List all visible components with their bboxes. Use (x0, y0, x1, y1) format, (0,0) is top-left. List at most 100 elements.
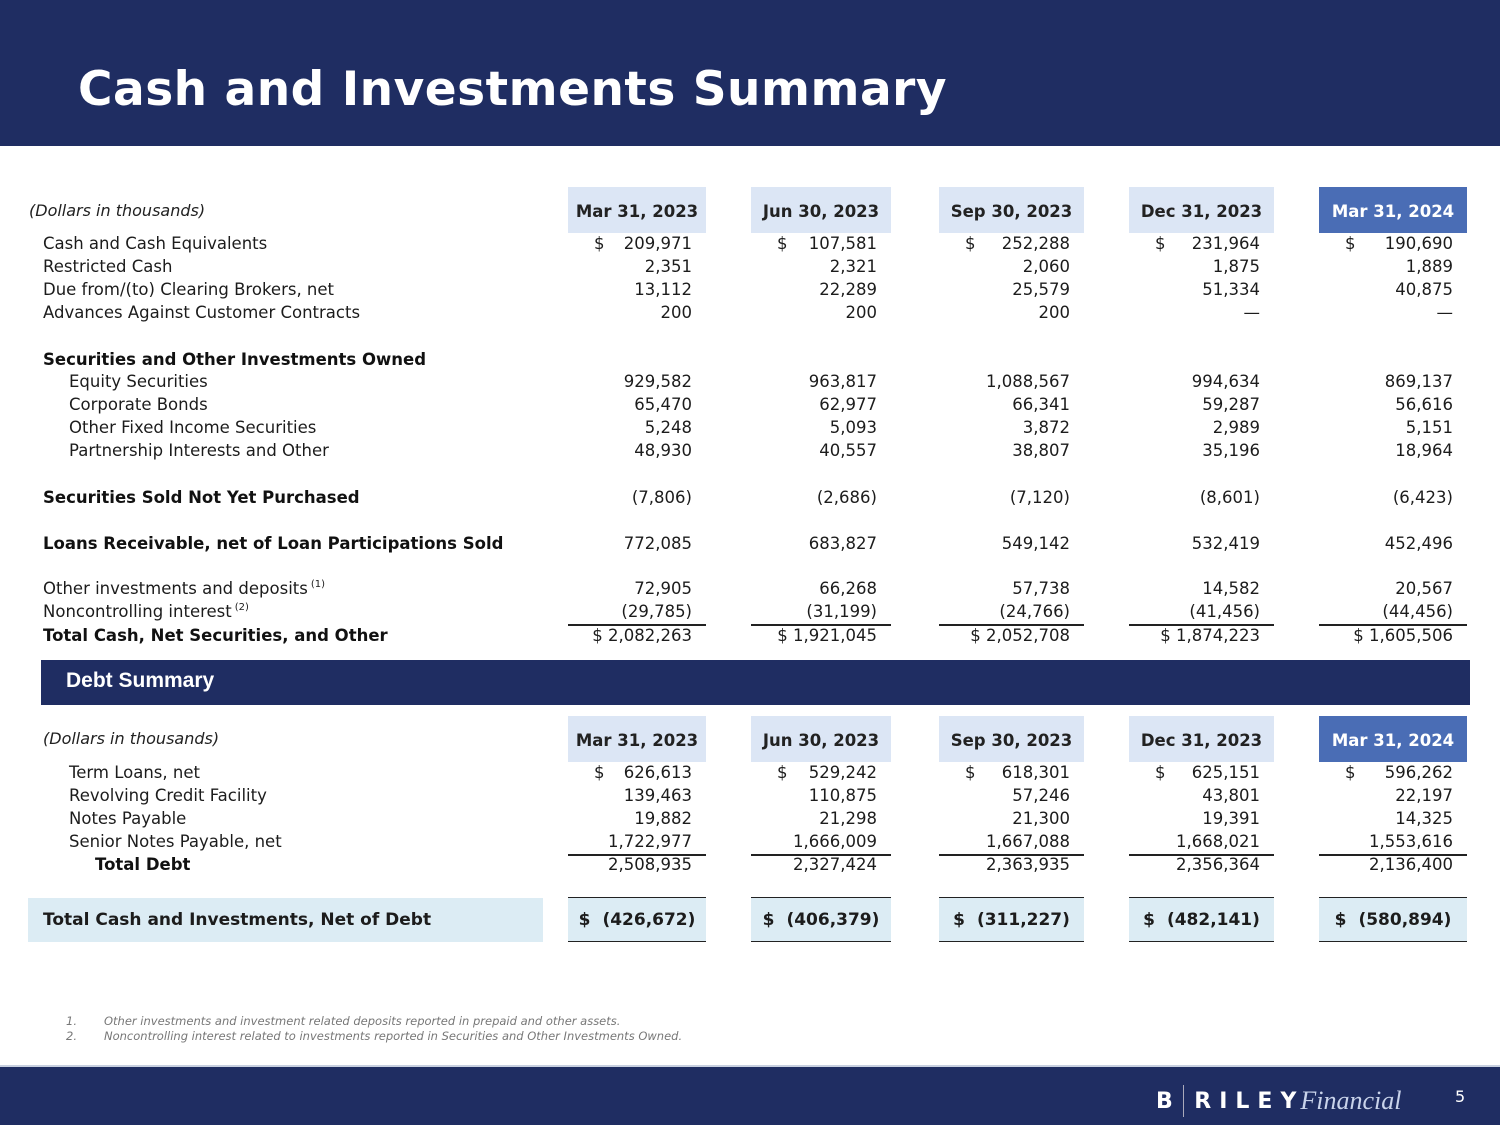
row-label-text: Term Loans, net (69, 763, 200, 782)
table-row: Total Debt 2,508,935 2,327,424 2,363,935 2,3… (0, 855, 1500, 878)
value-cell: 5,093 (829, 418, 877, 437)
currency-symbol: $ (953, 909, 965, 930)
currency-symbol: $ (965, 234, 976, 253)
row-label-text: Loans Receivable, net of Loan Participat… (43, 534, 504, 553)
column-header: Mar 31, 2024 (1319, 187, 1467, 233)
value-cell: 38,807 (1012, 441, 1070, 460)
net-total-value: (482,141) (1166, 909, 1260, 930)
row-label-text: Other investments and deposits (43, 579, 308, 598)
underline (939, 854, 1084, 856)
currency-symbol: $ (1345, 234, 1356, 253)
value-cell: 20,567 (1395, 579, 1453, 598)
currency-symbol: $ (1334, 909, 1347, 930)
row-label: Due from/(to) Clearing Brokers, net (43, 280, 334, 299)
currency-symbol: $ (965, 763, 976, 782)
table-row: Cash and Cash Equivalents $209,971 $107,58… (0, 234, 1500, 257)
row-label-text: Cash and Cash Equivalents (43, 234, 268, 253)
value-cell: 18,964 (1395, 441, 1453, 460)
underline (751, 854, 891, 856)
debt-summary-bar: Debt Summary (41, 660, 1470, 705)
value-cell: 869,137 (1384, 372, 1453, 391)
column-header: Sep 30, 2023 (939, 716, 1084, 762)
table-row: Revolving Credit Facility 139,463 110,875 5… (0, 786, 1500, 809)
value-cell: (7,120) (1009, 488, 1070, 507)
value-cell: $ 1,874,223 (1160, 626, 1260, 645)
value-cell: — (1243, 303, 1261, 322)
currency-symbol: $ (762, 909, 775, 930)
logo-divider (1182, 1085, 1185, 1117)
net-total-cell: $ (406,379) (751, 897, 891, 942)
row-label-text: Advances Against Customer Contracts (43, 303, 361, 322)
value-cell: 772,085 (623, 534, 692, 553)
value-cell: 107,581 (808, 234, 877, 253)
row-label-text: Corporate Bonds (69, 395, 208, 414)
value-cell: 2,060 (1022, 257, 1070, 276)
underline (751, 624, 891, 626)
value-cell: 14,325 (1395, 809, 1453, 828)
currency-symbol: $ (1143, 909, 1155, 930)
logo-riley: RILEY (1194, 1088, 1305, 1114)
footnote-ref: (1) (310, 579, 326, 590)
currency-symbol: $ (578, 909, 591, 930)
value-cell: — (1436, 303, 1454, 322)
value-cell: (29,785) (621, 602, 692, 621)
value-cell: 3,872 (1022, 418, 1070, 437)
table-row: Advances Against Customer Contracts 200 20… (0, 303, 1500, 326)
value-cell: 2,327,424 (793, 855, 877, 874)
row-label: Securities Sold Not Yet Purchased (43, 488, 360, 507)
underline (1319, 624, 1467, 626)
value-cell: 549,142 (1001, 534, 1070, 553)
value-cell: 19,391 (1202, 809, 1260, 828)
value-cell: 35,196 (1202, 441, 1260, 460)
row-label-text: Due from/(to) Clearing Brokers, net (43, 280, 335, 299)
column-header: Jun 30, 2023 (751, 716, 891, 762)
value-cell: (8,601) (1199, 488, 1260, 507)
value-cell: 51,334 (1202, 280, 1260, 299)
value-cell: $ 1,921,045 (777, 626, 877, 645)
value-cell: 59,287 (1202, 395, 1260, 414)
debt-unit-note: (Dollars in thousands) (43, 729, 220, 748)
value-cell: (31,199) (806, 602, 877, 621)
row-label: Term Loans, net (69, 763, 200, 782)
value-cell: 2,321 (829, 257, 877, 276)
row-label-text: Revolving Credit Facility (69, 786, 267, 805)
row-label: Other investments and deposits (1) (43, 579, 325, 598)
value-cell: 13,112 (634, 280, 692, 299)
value-cell: 231,964 (1191, 234, 1260, 253)
value-cell: 618,301 (1001, 763, 1070, 782)
footnote-ref: (2) (234, 602, 249, 613)
value-cell: 14,582 (1202, 579, 1260, 598)
value-cell: 1,668,021 (1176, 832, 1260, 851)
row-label-text: Securities and Other Investments Owned (43, 350, 427, 369)
row-label: Advances Against Customer Contracts (43, 303, 360, 322)
value-cell: 56,616 (1395, 395, 1453, 414)
row-label: Senior Notes Payable, net (69, 832, 282, 851)
row-label-text: Partnership Interests and Other (69, 441, 329, 460)
row-label: Loans Receivable, net of Loan Participat… (43, 534, 503, 553)
value-cell: 596,262 (1384, 763, 1453, 782)
currency-symbol: $ (594, 234, 605, 253)
value-cell: 200 (845, 303, 878, 322)
footnote-text: Noncontrolling interest related to inves… (104, 1029, 683, 1043)
value-cell: $ 2,082,263 (592, 626, 692, 645)
value-cell: 19,882 (634, 809, 692, 828)
footer-bar: B RILEY Financial 5 (0, 1065, 1500, 1125)
value-cell: 625,151 (1191, 763, 1260, 782)
column-header: Mar 31, 2023 (568, 716, 706, 762)
table-row: Noncontrolling interest (2) (29,785) (31,19… (0, 602, 1500, 626)
currency-symbol: $ (1345, 763, 1356, 782)
value-cell: 57,246 (1012, 786, 1070, 805)
row-label-text: Equity Securities (69, 372, 208, 391)
table-row: Notes Payable 19,882 21,298 21,300 19,391 14,… (0, 809, 1500, 832)
value-cell: 2,508,935 (608, 855, 692, 874)
value-cell: 62,977 (819, 395, 877, 414)
value-cell: 66,268 (819, 579, 877, 598)
value-cell: (44,456) (1382, 602, 1453, 621)
value-cell: 1,889 (1405, 257, 1453, 276)
net-total-cell: $ (482,141) (1129, 897, 1274, 942)
column-header: Dec 31, 2023 (1129, 716, 1274, 762)
net-total-value: (426,672) (602, 909, 696, 930)
row-label-text: Total Debt (95, 855, 191, 874)
value-cell: 200 (1038, 303, 1071, 322)
value-cell: 2,351 (644, 257, 692, 276)
